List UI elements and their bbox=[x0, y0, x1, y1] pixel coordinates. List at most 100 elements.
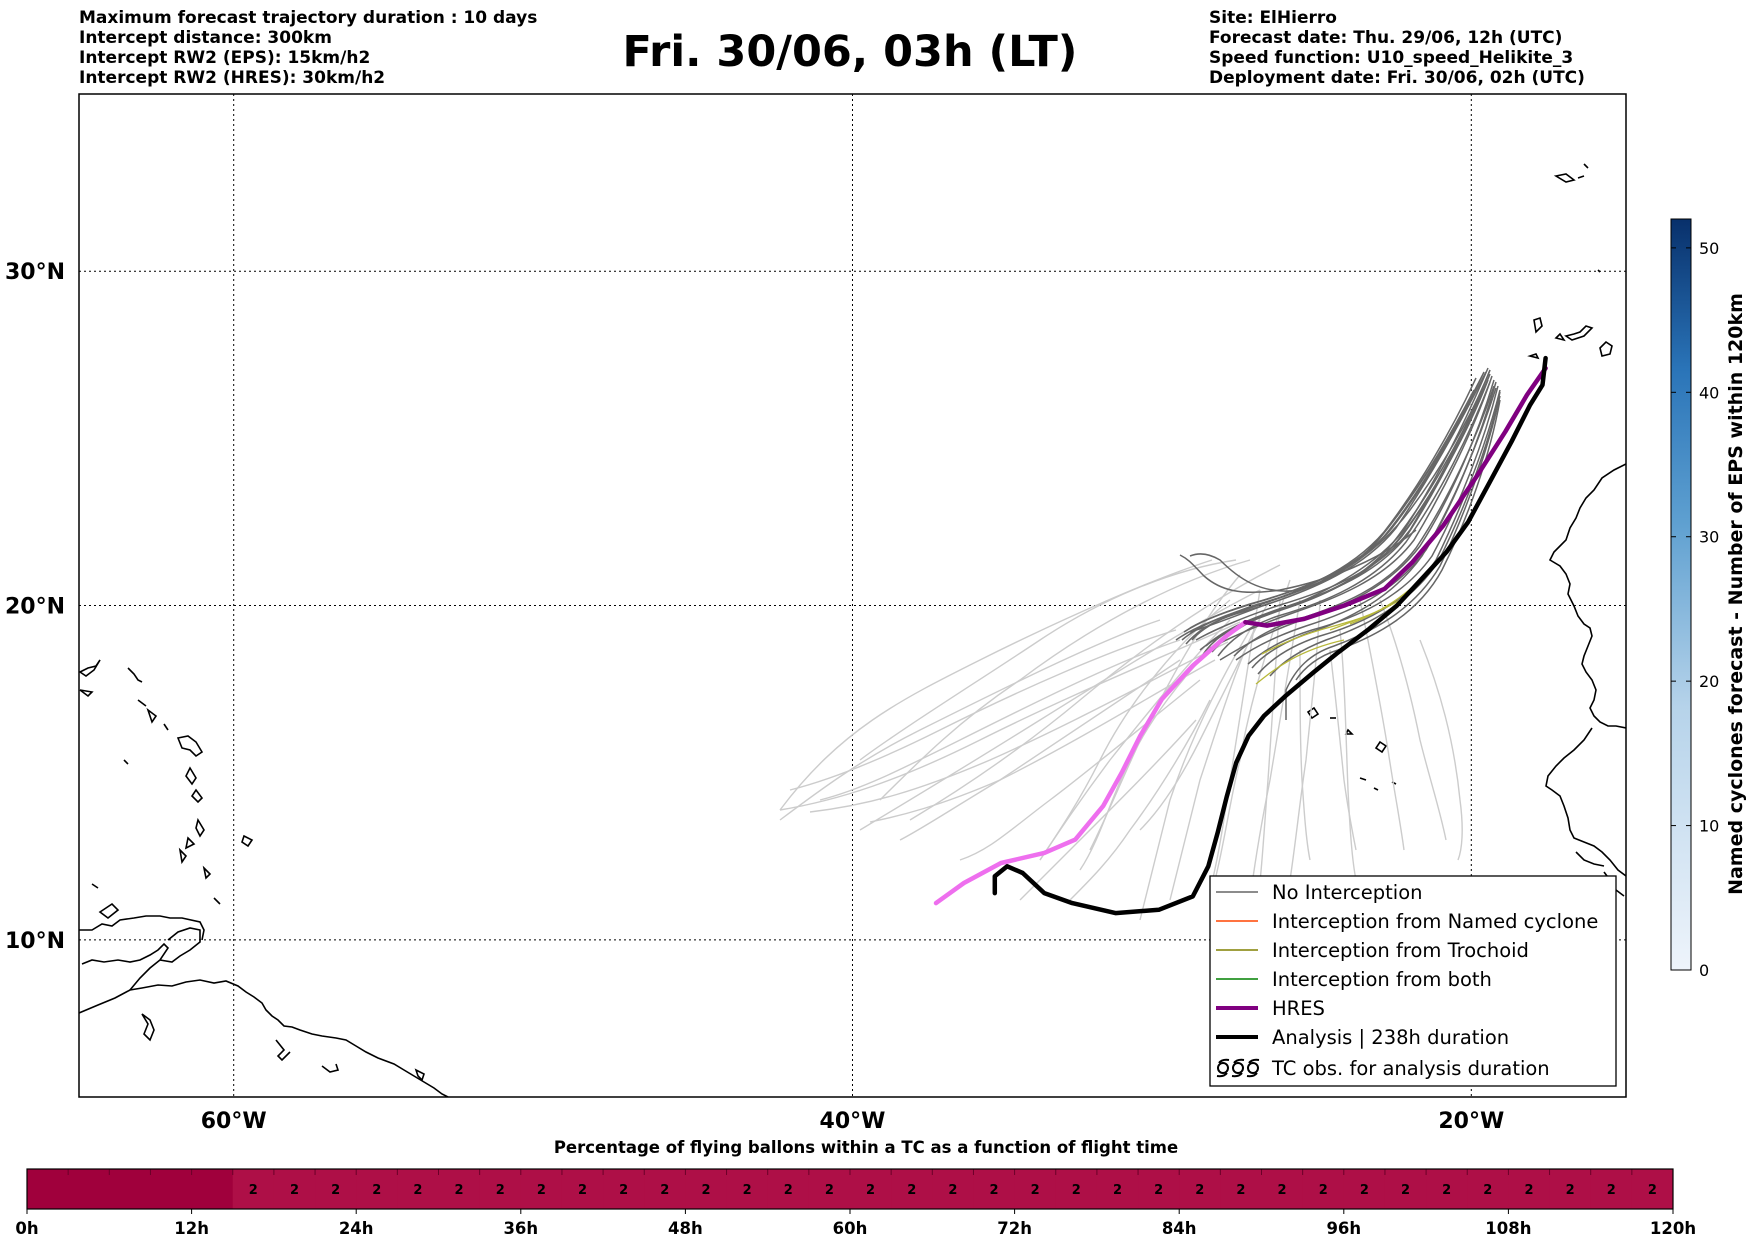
percentage-cell bbox=[1631, 1169, 1674, 1209]
percentage-value: 2 bbox=[1648, 1183, 1657, 1198]
colorbar-tick-label: 10 bbox=[1699, 817, 1719, 836]
colorbar: 0 10 20 30 40 50 Named cyclones forecast - Nu… bbox=[1670, 218, 1747, 980]
percentage-cell bbox=[1014, 1169, 1057, 1209]
percentage-value: 2 bbox=[619, 1183, 628, 1198]
percentage-value: 2 bbox=[1195, 1183, 1204, 1198]
percentage-value: 2 bbox=[1566, 1183, 1575, 1198]
percentage-cell bbox=[726, 1169, 769, 1209]
percentage-cell bbox=[1055, 1169, 1098, 1209]
latitude-label: 10°N bbox=[5, 929, 65, 954]
percentage-value: 2 bbox=[1113, 1183, 1122, 1198]
percentage-cell bbox=[603, 1169, 645, 1209]
percentage-value: 2 bbox=[537, 1183, 546, 1198]
time-label: 12h bbox=[174, 1219, 209, 1238]
south-america-inlet bbox=[81, 942, 170, 991]
percentage-value: 2 bbox=[1031, 1183, 1040, 1198]
colorbar-tick-label: 20 bbox=[1699, 672, 1719, 691]
caribbean-islands bbox=[79, 659, 101, 677]
percentage-cell bbox=[1384, 1169, 1427, 1209]
percentage-value: 2 bbox=[1442, 1183, 1451, 1198]
colorbar-tick-label: 50 bbox=[1699, 239, 1719, 258]
info-line-intercept-eps: Intercept RW2 (EPS): 15km/h2 bbox=[79, 48, 371, 68]
percentage-value: 2 bbox=[1401, 1183, 1410, 1198]
hres-track bbox=[1243, 365, 1548, 628]
parameters-info: Maximum forecast trajectory duration : 1… bbox=[79, 8, 537, 88]
percentage-cell bbox=[850, 1169, 892, 1209]
south-america-coast bbox=[79, 979, 449, 1097]
percentage-cell bbox=[191, 1169, 234, 1209]
longitude-label: 20°W bbox=[1438, 1109, 1504, 1134]
flight-time-labels: 0h 12h 24h 36h 48h 60h 72h 84h 96h 108h 120h bbox=[15, 1209, 1696, 1238]
percentage-value: 2 bbox=[1524, 1183, 1533, 1198]
percentage-cell bbox=[315, 1169, 357, 1209]
percentage-value: 2 bbox=[701, 1183, 710, 1198]
colorbar-tick-label: 40 bbox=[1699, 383, 1719, 402]
percentage-value: 2 bbox=[372, 1183, 381, 1198]
percentage-cell bbox=[232, 1169, 275, 1209]
percentage-cell bbox=[1508, 1169, 1551, 1209]
legend-label-both: Interception from both bbox=[1272, 968, 1492, 991]
percentage-value: 2 bbox=[1154, 1183, 1163, 1198]
colorbar-ticks: 0 10 20 30 40 50 bbox=[1671, 239, 1719, 980]
eps-trajectories-faded bbox=[779, 559, 1463, 921]
legend-label-hres: HRES bbox=[1272, 997, 1325, 1020]
canary-islands bbox=[1533, 316, 1543, 334]
percentage-value: 2 bbox=[660, 1183, 669, 1198]
legend-label-no-interception: No Interception bbox=[1272, 881, 1423, 904]
colorbar-tick-label: 30 bbox=[1699, 528, 1719, 547]
colorbar-tick-label: 0 bbox=[1699, 961, 1709, 980]
map-frame bbox=[78, 93, 1627, 1098]
info-line-site: Site: ElHierro bbox=[1209, 8, 1337, 28]
percentage-cell bbox=[1590, 1169, 1633, 1209]
eps-trajectories-no-interception bbox=[1175, 367, 1501, 720]
time-label: 60h bbox=[833, 1219, 868, 1238]
legend-label-named-cyclone: Interception from Named cyclone bbox=[1272, 910, 1598, 933]
percentage-cell bbox=[932, 1169, 974, 1209]
percentage-cell bbox=[561, 1169, 604, 1209]
colorbar-label: Named cyclones forecast - Number of EPS … bbox=[1725, 293, 1747, 895]
percentage-cell bbox=[27, 1169, 69, 1209]
percentage-cell bbox=[1302, 1169, 1345, 1209]
percentage-value: 2 bbox=[1607, 1183, 1616, 1198]
legend-label-tc-obs: TC obs. for analysis duration bbox=[1271, 1057, 1550, 1080]
longitude-label: 60°W bbox=[201, 1109, 267, 1134]
time-label: 120h bbox=[1650, 1219, 1696, 1238]
latitude-labels: 30°N 20°N 10°N bbox=[5, 260, 65, 954]
info-line-max-duration: Maximum forecast trajectory duration : 1… bbox=[79, 8, 538, 28]
madeira-islands bbox=[1553, 173, 1576, 183]
info-line-intercept-distance: Intercept distance: 300km bbox=[79, 28, 332, 48]
info-line-deployment-date: Deployment date: Fri. 30/06, 02h (UTC) bbox=[1209, 68, 1585, 88]
info-line-forecast-date: Forecast date: Thu. 29/06, 12h (UTC) bbox=[1209, 28, 1563, 48]
percentage-value: 2 bbox=[1360, 1183, 1369, 1198]
percentage-value: 2 bbox=[290, 1183, 299, 1198]
percentage-cell bbox=[1549, 1169, 1592, 1209]
percentage-cell bbox=[1220, 1169, 1262, 1209]
percentage-cell bbox=[808, 1169, 851, 1209]
time-label: 96h bbox=[1326, 1219, 1361, 1238]
page-title: Fri. 30/06, 03h (LT) bbox=[622, 27, 1078, 77]
flight-time-bar-title: Percentage of flying ballons within a TC… bbox=[554, 1138, 1178, 1157]
percentage-cell bbox=[685, 1169, 728, 1209]
coastlines bbox=[79, 163, 1626, 1097]
percentage-cell bbox=[644, 1169, 686, 1209]
percentage-value: 2 bbox=[413, 1183, 422, 1198]
percentage-cell bbox=[438, 1169, 481, 1209]
percentage-cell bbox=[520, 1169, 563, 1209]
time-label: 108h bbox=[1485, 1219, 1531, 1238]
analysis-track bbox=[992, 355, 1548, 916]
longitude-label: 40°W bbox=[820, 1109, 886, 1134]
info-line-intercept-hres: Intercept RW2 (HRES): 30km/h2 bbox=[79, 68, 386, 88]
percentage-value: 2 bbox=[948, 1183, 957, 1198]
percentage-value: 2 bbox=[1483, 1183, 1492, 1198]
legend-label-analysis: Analysis | 238h duration bbox=[1272, 1026, 1509, 1049]
time-label: 72h bbox=[997, 1219, 1032, 1238]
time-label: 48h bbox=[668, 1219, 703, 1238]
percentage-cell bbox=[1138, 1169, 1180, 1209]
percentage-cell bbox=[1426, 1169, 1468, 1209]
percentage-value: 2 bbox=[1278, 1183, 1287, 1198]
percentage-cell bbox=[1096, 1169, 1139, 1209]
percentage-value: 2 bbox=[249, 1183, 258, 1198]
percentage-cell bbox=[1261, 1169, 1304, 1209]
percentage-cell bbox=[1179, 1169, 1221, 1209]
